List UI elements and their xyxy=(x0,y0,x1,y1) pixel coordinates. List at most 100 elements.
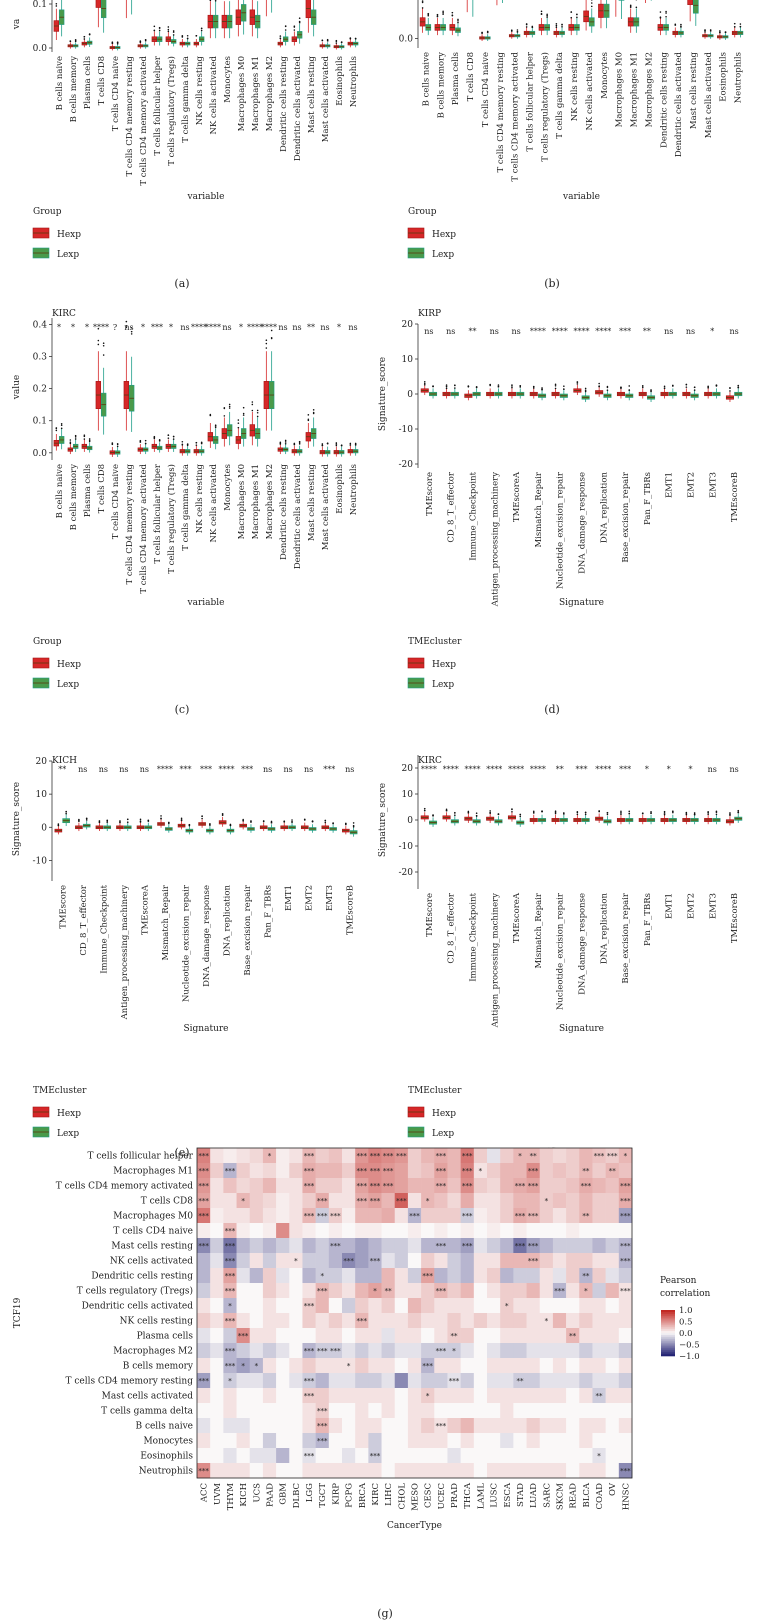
heatmap-cell xyxy=(342,1148,356,1164)
colorbar-segment xyxy=(661,1317,675,1320)
heatmap-cell xyxy=(236,1373,251,1389)
outlier-point xyxy=(423,383,426,386)
heatmap-star: * xyxy=(268,1153,272,1161)
outlier-point xyxy=(298,443,301,445)
legend-label: Hexp xyxy=(57,230,81,240)
heatmap-cell xyxy=(447,1328,461,1344)
colorbar-segment xyxy=(661,1336,675,1340)
outlier-point xyxy=(620,811,622,814)
heatmap-col-label: THYM xyxy=(226,1483,236,1511)
heatmap-cell xyxy=(526,1253,541,1269)
outlier-point xyxy=(167,28,170,31)
heatmap-cell xyxy=(434,1328,448,1344)
x-tick-label: T cells CD4 memory activated xyxy=(139,55,149,185)
heatmap-cell xyxy=(315,1148,330,1164)
heatmap-cell xyxy=(566,1163,580,1179)
heatmap-star: * xyxy=(597,1453,601,1461)
x-tick-label: T cells follicular helper xyxy=(153,55,163,156)
heatmap-cell xyxy=(381,1403,396,1419)
heatmap-star: *** xyxy=(330,1348,341,1356)
outlier-point xyxy=(228,407,231,409)
heatmap-cell xyxy=(249,1283,264,1299)
heatmap-cell xyxy=(526,1463,541,1479)
x-tick-label: Eosinophils xyxy=(719,52,729,102)
heatmap-cell xyxy=(302,1328,316,1344)
x-tick-label: TMEscoreA xyxy=(512,471,522,522)
heatmap-cell xyxy=(394,1463,409,1479)
heatmap-cell xyxy=(421,1343,435,1359)
heatmap-cell xyxy=(500,1208,514,1224)
heatmap-cell xyxy=(539,1358,554,1374)
outlier-point xyxy=(576,811,579,813)
heatmap-cell xyxy=(421,1268,435,1284)
outlier-point xyxy=(242,820,244,822)
outlier-point xyxy=(584,811,587,814)
x-tick-label: T cells CD4 naive xyxy=(111,464,121,539)
heatmap-cell xyxy=(618,1448,633,1464)
heatmap-cell xyxy=(236,1358,251,1374)
heatmap-star: * xyxy=(505,1303,509,1311)
heatmap-cell xyxy=(421,1358,435,1374)
heatmap-cell xyxy=(355,1298,369,1314)
x-tick-label: T cells follicular helper xyxy=(525,51,535,152)
heatmap-cell xyxy=(552,1448,567,1464)
significance-label: **** xyxy=(219,765,235,774)
heatmap-cell xyxy=(342,1358,356,1374)
heatmap-star: *** xyxy=(317,1408,328,1416)
heatmap-cell xyxy=(276,1463,290,1479)
outlier-point xyxy=(576,383,579,385)
heatmap-star: *** xyxy=(436,1183,447,1191)
heatmap-cell xyxy=(513,1238,527,1254)
heatmap-cell xyxy=(434,1298,448,1314)
heatmap-cell xyxy=(262,1268,277,1284)
outlier-point xyxy=(554,810,557,813)
outlier-point xyxy=(715,813,718,816)
outlier-point xyxy=(349,37,352,40)
heatmap-cell xyxy=(236,1253,251,1269)
heatmap-cell xyxy=(368,1463,382,1479)
box-hexp xyxy=(305,0,312,19)
heatmap-cell xyxy=(368,1433,382,1449)
outlier-point xyxy=(555,26,558,29)
outlier-point xyxy=(106,819,109,822)
heatmap-cell xyxy=(526,1358,541,1374)
y-tick-label: 20 xyxy=(402,764,414,774)
x-tick-label: B cells memory xyxy=(69,56,79,123)
heatmap-cell xyxy=(552,1388,567,1404)
heatmap-cell xyxy=(592,1163,606,1179)
x-tick-label: NK cells resting xyxy=(195,463,205,533)
x-axis-label: variable xyxy=(562,192,600,202)
heatmap-cell xyxy=(460,1463,475,1479)
heatmap-cell xyxy=(236,1148,251,1164)
heatmap-cell xyxy=(289,1193,303,1209)
colorbar-segment xyxy=(661,1313,675,1317)
heatmap-star: *** xyxy=(409,1213,420,1221)
outlier-point xyxy=(126,821,129,824)
heatmap-cell xyxy=(210,1418,224,1434)
outlier-point xyxy=(733,22,736,25)
outlier-point xyxy=(270,821,273,824)
outlier-point xyxy=(665,16,667,18)
outlier-point xyxy=(270,820,273,823)
colorbar-segment xyxy=(661,1342,675,1345)
heatmap-star: *** xyxy=(343,1258,354,1266)
outlier-point xyxy=(663,810,666,813)
x-tick-label: T cells CD8 xyxy=(97,464,107,513)
heatmap-cell xyxy=(368,1373,382,1389)
outlier-point xyxy=(427,14,430,17)
outlier-point xyxy=(209,823,211,825)
heatmap-cell xyxy=(394,1148,409,1164)
heatmap-cell xyxy=(579,1403,593,1419)
outlier-point xyxy=(200,442,203,445)
heatmap-cell xyxy=(566,1403,580,1419)
heatmap-star: * xyxy=(545,1198,549,1206)
significance-label: *** xyxy=(241,765,253,774)
heatmap-cell xyxy=(210,1178,224,1194)
y-tick-label: 10 xyxy=(36,790,48,800)
significance-label: **** xyxy=(595,327,611,336)
heatmap-cell xyxy=(210,1193,224,1209)
outlier-point xyxy=(214,0,217,2)
heatmap-cell xyxy=(407,1253,422,1269)
heatmap-star: *** xyxy=(528,1213,539,1221)
heatmap-y-axis-label: TCF19 xyxy=(13,1297,23,1328)
